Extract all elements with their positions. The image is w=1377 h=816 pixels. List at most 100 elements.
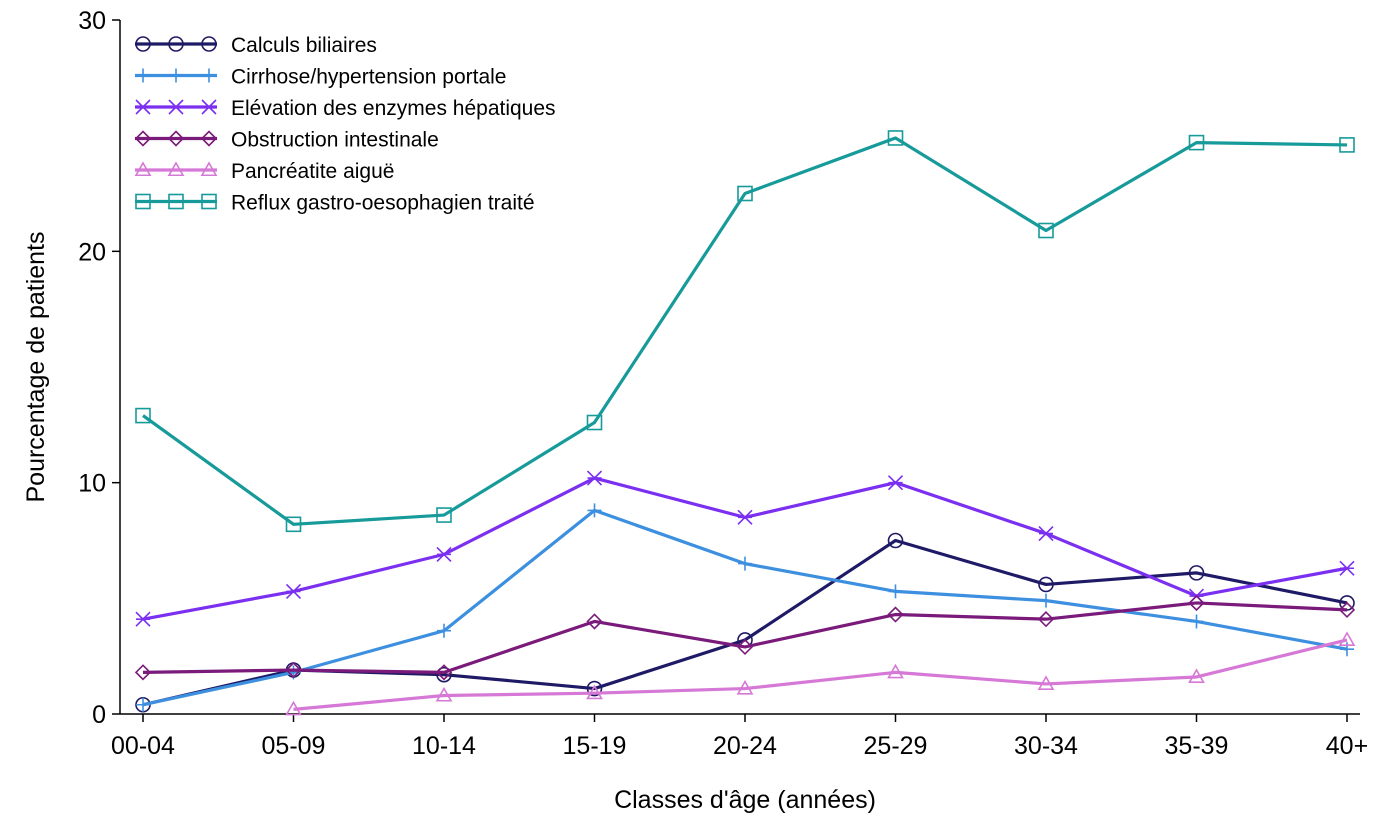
legend-marker <box>135 193 151 210</box>
data-point <box>435 664 453 681</box>
legend-marker <box>167 130 185 147</box>
series-3 <box>134 594 1356 681</box>
x-tick-label: 05-09 <box>262 732 326 760</box>
series-layer <box>134 130 1356 716</box>
data-point <box>1188 565 1205 581</box>
data-point <box>285 516 302 533</box>
series-4 <box>285 631 1356 716</box>
data-point <box>135 611 151 627</box>
legend-marker <box>136 68 150 83</box>
data-point <box>1340 642 1354 657</box>
x-axis-title: Classes d'âge (années) <box>614 786 876 814</box>
series-line <box>142 476 1348 621</box>
legend-label: Elévation des enzymes hépatiques <box>231 97 556 120</box>
legend-label: Pancréatite aiguë <box>231 160 394 183</box>
legend-entry: Reflux gastro-oesophagien traité <box>135 192 535 215</box>
data-point <box>285 583 302 599</box>
legend-marker <box>168 193 184 210</box>
data-point <box>1339 137 1355 153</box>
data-point <box>1039 593 1053 608</box>
data-point <box>587 503 602 518</box>
data-point <box>586 414 603 431</box>
data-point <box>1038 525 1054 542</box>
legend-marker <box>202 68 216 83</box>
data-point <box>887 130 904 146</box>
data-point <box>887 606 904 623</box>
legend-label: Calculs biliaires <box>231 34 377 57</box>
x-tick-label: 25-29 <box>864 732 928 760</box>
legend: Calculs biliaires Cirrhose/hypertension p… <box>134 34 556 215</box>
legend-marker <box>167 161 185 177</box>
series-line <box>142 601 1348 674</box>
legend-marker <box>134 130 152 147</box>
data-point <box>1037 611 1055 628</box>
legend-entry: Obstruction intestinale <box>134 129 439 152</box>
legend-marker <box>201 193 217 210</box>
data-point <box>887 475 904 491</box>
data-point <box>586 470 603 486</box>
series-line <box>293 638 1348 711</box>
data-point <box>1338 601 1356 619</box>
data-point <box>1188 134 1205 151</box>
y-axis-title: Pourcentage de patients <box>22 231 50 502</box>
series-2 <box>135 470 1355 627</box>
x-tick-label: 20-24 <box>713 732 777 760</box>
axes: 0 10 20 30 00-04 05-09 10-14 15-19 20-24 25-29 30-… <box>78 7 1368 760</box>
data-point <box>586 684 603 700</box>
legend-marker <box>169 68 183 83</box>
legend-marker <box>135 99 151 115</box>
y-tick-label: 30 <box>78 7 106 35</box>
data-point <box>1188 668 1205 684</box>
data-point <box>1339 560 1355 576</box>
data-point <box>736 638 754 656</box>
data-point <box>887 663 904 679</box>
data-point <box>887 532 904 549</box>
data-point <box>436 507 452 523</box>
x-tick-label: 00-04 <box>111 732 175 760</box>
data-point <box>437 623 451 638</box>
x-tick-label: 15-19 <box>563 732 627 760</box>
x-tick-label: 40+ <box>1326 732 1368 760</box>
x-tick-label: 10-14 <box>412 732 476 760</box>
series-1 <box>136 503 1354 712</box>
data-point <box>737 509 753 525</box>
data-point <box>737 185 753 202</box>
legend-marker <box>201 99 217 115</box>
legend-label: Reflux gastro-oesophagien traité <box>231 192 535 215</box>
data-point <box>586 680 603 697</box>
legend-entry: Cirrhose/hypertension portale <box>135 66 506 89</box>
y-tick-label: 0 <box>92 701 106 729</box>
legend-label: Obstruction intestinale <box>231 129 439 152</box>
data-point <box>136 697 150 712</box>
legend-marker <box>168 36 184 52</box>
y-tick-label: 20 <box>78 238 106 266</box>
legend-marker <box>200 161 218 177</box>
data-point <box>738 556 752 571</box>
data-point <box>1189 614 1204 629</box>
legend-marker <box>200 130 218 147</box>
data-point <box>1038 222 1054 239</box>
data-point <box>134 664 152 681</box>
series-line <box>142 136 1348 526</box>
y-tick-label: 10 <box>78 470 106 498</box>
data-point <box>436 666 452 683</box>
legend-entry: Pancréatite aiguë <box>134 160 394 183</box>
legend-marker <box>135 36 151 52</box>
data-point <box>285 661 302 679</box>
x-tick-label: 35-39 <box>1165 732 1229 760</box>
data-point <box>1037 675 1055 690</box>
legend-entry: Elévation des enzymes hépatiques <box>135 97 556 120</box>
data-point <box>285 700 302 716</box>
data-point <box>135 407 151 424</box>
data-point <box>436 546 452 562</box>
data-point <box>736 679 754 695</box>
legend-marker <box>201 36 217 52</box>
data-point <box>586 613 603 630</box>
data-point <box>1038 576 1054 593</box>
data-point <box>1188 594 1205 612</box>
legend-label: Cirrhose/hypertension portale <box>231 66 506 89</box>
series-5 <box>135 130 1355 533</box>
data-point <box>1338 631 1356 647</box>
legend-entry: Calculs biliaires <box>135 34 377 57</box>
